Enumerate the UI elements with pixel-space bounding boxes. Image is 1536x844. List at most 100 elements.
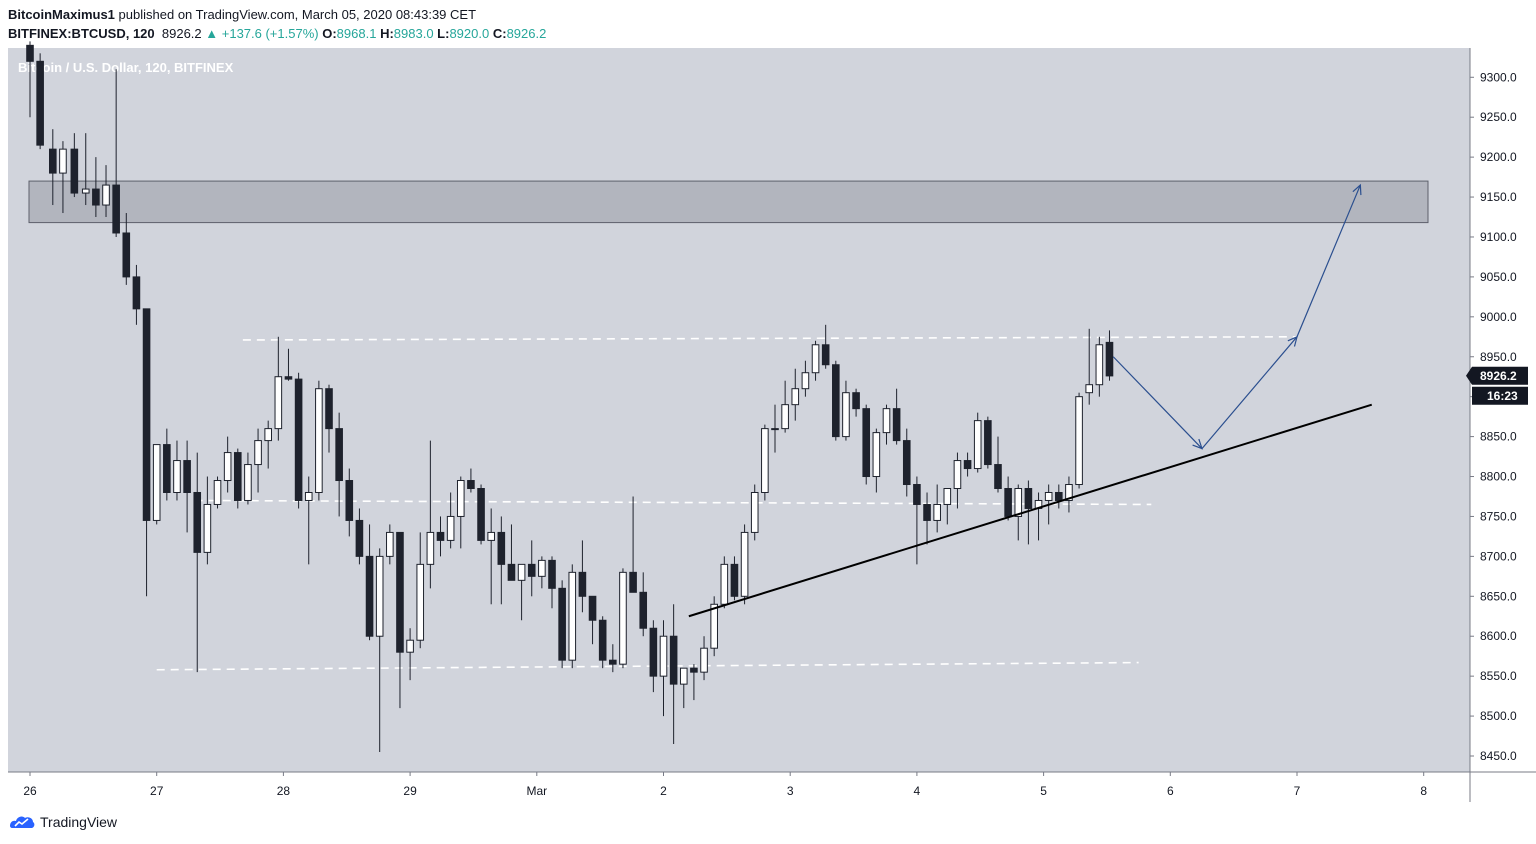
- candle-bear[interactable]: [902, 440, 911, 486]
- candle-bull[interactable]: [842, 392, 850, 438]
- candle-bear[interactable]: [690, 667, 698, 673]
- candle-bear[interactable]: [548, 559, 556, 589]
- candle-bear[interactable]: [892, 408, 901, 442]
- candle-bull[interactable]: [619, 571, 627, 665]
- candle-bull[interactable]: [771, 428, 779, 431]
- candle-bull[interactable]: [1065, 484, 1073, 501]
- candle-bear[interactable]: [163, 444, 171, 493]
- dashed-level-3[interactable]: [156, 661, 1139, 671]
- candle-bear[interactable]: [436, 531, 445, 541]
- candle-bull[interactable]: [1085, 384, 1094, 394]
- candle-bear[interactable]: [649, 627, 658, 677]
- candle-bull[interactable]: [1075, 396, 1083, 486]
- candle-bull[interactable]: [59, 148, 67, 174]
- candle-bear[interactable]: [355, 519, 364, 557]
- candle-bull[interactable]: [406, 639, 414, 653]
- candle-bull[interactable]: [375, 555, 384, 637]
- candle-bear[interactable]: [588, 595, 597, 621]
- candle-bear[interactable]: [284, 376, 293, 380]
- candle-bear[interactable]: [294, 378, 303, 501]
- projection-path[interactable]: [1112, 184, 1361, 450]
- candle-bear[interactable]: [984, 420, 992, 466]
- candle-bull[interactable]: [710, 603, 718, 649]
- candle-bull[interactable]: [700, 647, 708, 673]
- candle-bull[interactable]: [943, 488, 952, 505]
- candle-bull[interactable]: [81, 188, 90, 194]
- candle-bull[interactable]: [1014, 488, 1023, 517]
- candle-bear[interactable]: [467, 480, 475, 490]
- candle-bull[interactable]: [720, 563, 729, 605]
- candle-bear[interactable]: [325, 388, 333, 430]
- candle-bear[interactable]: [233, 452, 242, 501]
- candle-bear[interactable]: [345, 480, 354, 521]
- candle-bear[interactable]: [142, 308, 151, 521]
- candle-bull[interactable]: [811, 344, 820, 374]
- candle-bear[interactable]: [36, 60, 44, 146]
- candle-bull[interactable]: [264, 428, 272, 442]
- candle-bear[interactable]: [193, 491, 202, 553]
- candle-bull[interactable]: [304, 491, 313, 501]
- candle-bull[interactable]: [173, 460, 181, 493]
- candle-bear[interactable]: [49, 148, 57, 174]
- candle-bear[interactable]: [507, 563, 516, 581]
- candle-bull[interactable]: [791, 388, 800, 406]
- candle-bull[interactable]: [102, 184, 110, 206]
- candle-bull[interactable]: [973, 420, 982, 470]
- candle-bull[interactable]: [538, 559, 546, 577]
- candle-bull[interactable]: [882, 408, 891, 434]
- candle-bull[interactable]: [416, 563, 425, 641]
- candle-bull[interactable]: [213, 480, 222, 505]
- candle-bull[interactable]: [872, 432, 881, 478]
- candle-bear[interactable]: [578, 571, 587, 597]
- candle-bull[interactable]: [274, 376, 283, 430]
- candle-bull[interactable]: [750, 491, 759, 533]
- candle-bear[interactable]: [1004, 488, 1012, 517]
- candle-bull[interactable]: [1044, 491, 1053, 501]
- candle-bear[interactable]: [994, 464, 1002, 490]
- candle-bear[interactable]: [1055, 491, 1063, 501]
- candle-bull[interactable]: [426, 531, 435, 565]
- candle-bear[interactable]: [609, 659, 617, 665]
- candle-bear[interactable]: [669, 635, 678, 685]
- author-name[interactable]: BitcoinMaximus1: [8, 7, 115, 22]
- ascending-trendline[interactable]: [688, 403, 1373, 618]
- candle-bear[interactable]: [852, 392, 860, 410]
- candle-bear[interactable]: [558, 587, 566, 661]
- candle-bull[interactable]: [679, 667, 688, 685]
- candle-bull[interactable]: [244, 464, 252, 501]
- candle-bear[interactable]: [527, 563, 536, 577]
- candle-bull[interactable]: [152, 444, 161, 521]
- candle-bear[interactable]: [132, 276, 141, 310]
- candle-bull[interactable]: [801, 372, 810, 390]
- candle-bear[interactable]: [183, 460, 191, 493]
- candle-bull[interactable]: [446, 515, 455, 541]
- candle-bear[interactable]: [730, 563, 739, 597]
- candle-bear[interactable]: [112, 184, 120, 234]
- candle-bear[interactable]: [70, 148, 79, 194]
- resistance-zone[interactable]: [28, 180, 1429, 224]
- candle-bear[interactable]: [122, 232, 131, 278]
- candle-bear[interactable]: [26, 44, 34, 62]
- candle-bear[interactable]: [1105, 341, 1114, 377]
- candle-bull[interactable]: [659, 635, 668, 677]
- candle-bear[interactable]: [477, 488, 485, 541]
- candle-bull[interactable]: [761, 428, 769, 493]
- dashed-level-2[interactable]: [194, 499, 1152, 506]
- candle-bear[interactable]: [365, 555, 374, 637]
- candle-bull[interactable]: [456, 480, 465, 517]
- candle-bull[interactable]: [953, 460, 962, 490]
- candle-bear[interactable]: [497, 531, 506, 565]
- candle-bear[interactable]: [963, 460, 972, 470]
- candle-bull[interactable]: [517, 563, 526, 581]
- candle-bull[interactable]: [254, 440, 262, 466]
- candle-bull[interactable]: [203, 503, 212, 553]
- candle-bear[interactable]: [923, 503, 931, 521]
- candle-bear[interactable]: [913, 484, 921, 505]
- candle-bear[interactable]: [92, 188, 100, 206]
- footer-brand-label[interactable]: TradingView: [40, 814, 118, 830]
- candle-bull[interactable]: [933, 503, 941, 521]
- candle-bear[interactable]: [335, 428, 343, 482]
- candle-bear[interactable]: [862, 408, 871, 478]
- candle-bear[interactable]: [639, 591, 648, 629]
